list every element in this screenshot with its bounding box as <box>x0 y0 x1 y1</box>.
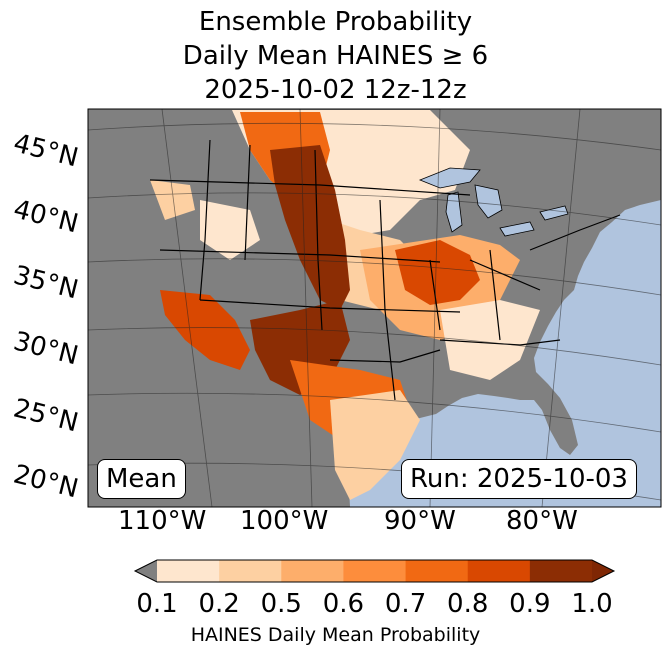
lon-label-100: 100°W <box>240 506 329 536</box>
colorbar-bin <box>529 560 593 582</box>
map-frame <box>87 108 662 508</box>
colorbar-bin <box>405 560 469 582</box>
colorbar-over-arrow <box>592 560 614 582</box>
lon-label-90: 90°W <box>384 506 456 536</box>
colorbar-tick-label: 0.9 <box>509 589 551 619</box>
title-line-1: Ensemble Probability <box>198 7 473 37</box>
colorbar-bin <box>343 560 407 582</box>
colorbar-under-arrow <box>135 560 157 582</box>
great-lakes <box>418 167 569 237</box>
colorbar-bin <box>219 560 282 582</box>
colorbar-bin <box>157 560 220 582</box>
colorbar-label: HAINES Daily Mean Probability <box>190 624 481 646</box>
colorbar-tick-label: 0.2 <box>198 589 240 619</box>
lon-label-110: 110°W <box>118 506 207 536</box>
colorbar-bin <box>467 560 531 582</box>
colorbar-tick-label: 0.6 <box>322 589 365 619</box>
probability-field <box>150 110 540 500</box>
colorbar-tick-label: 0.8 <box>447 589 489 619</box>
title-line-2: Daily Mean HAINES ≥ 6 <box>182 41 489 71</box>
mean-label-box: Mean <box>97 459 186 499</box>
title-line-3: 2025-10-02 12z-12z <box>204 75 467 105</box>
colorbar <box>133 559 616 583</box>
run-label-box: Run: 2025-10-03 <box>401 459 637 499</box>
colorbar-tick-label: 0.5 <box>260 589 302 619</box>
state-borders <box>149 139 621 401</box>
colorbar-tick-label: 0.7 <box>384 589 427 619</box>
lon-label-80: 80°W <box>506 506 578 536</box>
colorbar-bin <box>281 560 344 582</box>
mexico-land <box>150 330 350 507</box>
colorbar-tick-label: 1.0 <box>571 589 613 619</box>
colorbar-tick-label: 0.1 <box>136 589 178 619</box>
